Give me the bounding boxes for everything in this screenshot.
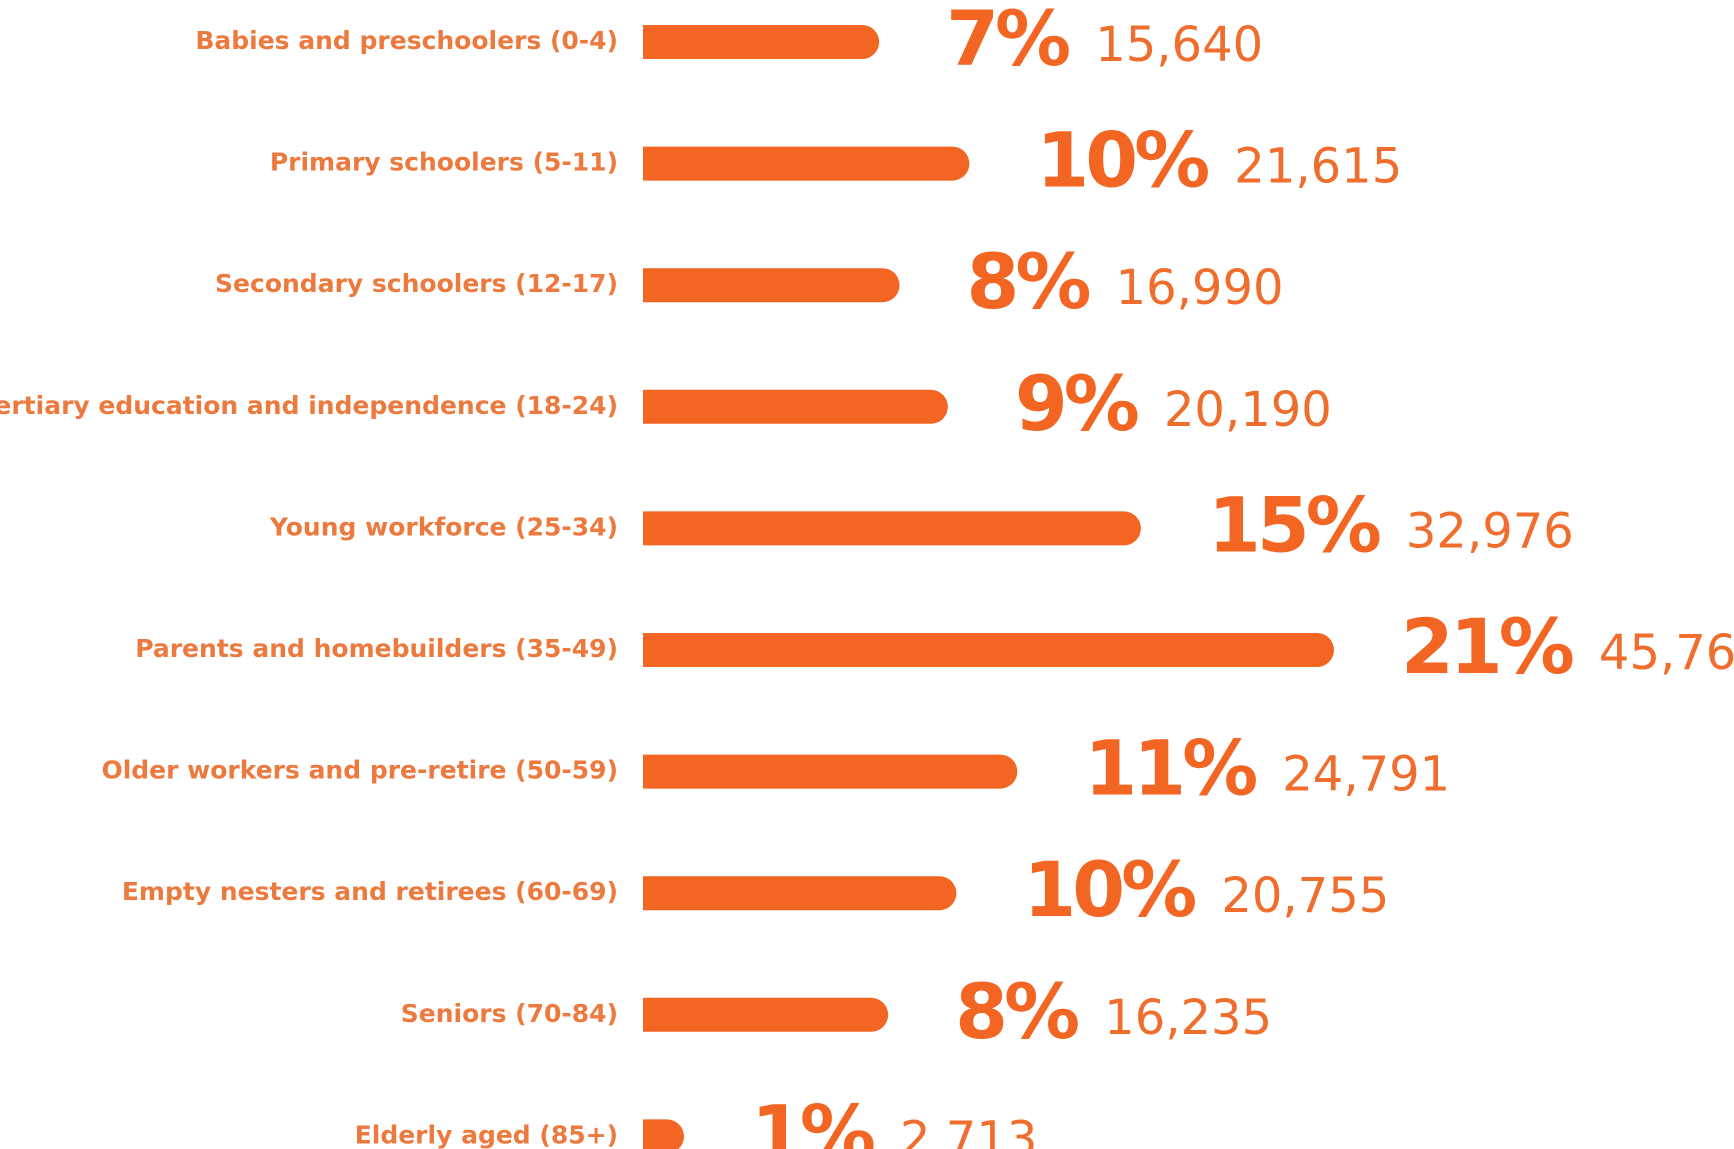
bar xyxy=(643,389,948,424)
category-label: Primary schoolers (5-11) xyxy=(270,148,618,177)
percent-label: 1% xyxy=(751,1088,874,1149)
category-label: Babies and preschoolers (0-4) xyxy=(195,26,618,55)
value-label: 21,615 xyxy=(1234,139,1402,195)
percent-label: 8% xyxy=(955,967,1078,1056)
category-label: Parents and homebuilders (35-49) xyxy=(135,634,618,663)
value-label: 16,235 xyxy=(1104,990,1272,1046)
percent-label: 7% xyxy=(946,0,1069,83)
value-label: 2,713 xyxy=(900,1111,1037,1149)
percent-label: 10% xyxy=(1036,116,1208,205)
percent-label: 10% xyxy=(1023,845,1195,934)
bar xyxy=(643,146,970,181)
value-label: 20,755 xyxy=(1221,868,1389,924)
bar xyxy=(643,25,880,59)
category-label: Young workforce (25-34) xyxy=(269,512,618,541)
category-label: Empty nesters and retirees (60-69) xyxy=(122,877,618,906)
bar xyxy=(643,997,889,1032)
bar xyxy=(643,633,1334,667)
value-label: 24,791 xyxy=(1282,747,1450,803)
percent-label: 9% xyxy=(1015,359,1138,448)
value-label: 45,761 xyxy=(1599,625,1734,681)
percent-label: 11% xyxy=(1084,724,1256,813)
bar xyxy=(643,511,1141,546)
value-label: 20,190 xyxy=(1164,382,1332,438)
category-label: Secondary schoolers (12-17) xyxy=(215,269,618,298)
category-label: Tertiary education and independence (18-… xyxy=(0,391,618,420)
category-label: Seniors (70-84) xyxy=(401,999,618,1028)
category-label: Older workers and pre-retire (50-59) xyxy=(101,756,618,785)
percent-label: 8% xyxy=(967,237,1090,326)
bar xyxy=(643,754,1018,789)
percent-label: 21% xyxy=(1401,602,1573,691)
value-label: 16,990 xyxy=(1116,260,1284,316)
bar xyxy=(643,268,900,303)
bar xyxy=(643,1119,684,1149)
percent-label: 15% xyxy=(1208,480,1380,569)
category-label: Elderly aged (85+) xyxy=(355,1120,618,1149)
value-label: 15,640 xyxy=(1095,17,1263,73)
value-label: 32,976 xyxy=(1406,503,1574,559)
bar xyxy=(643,876,957,911)
